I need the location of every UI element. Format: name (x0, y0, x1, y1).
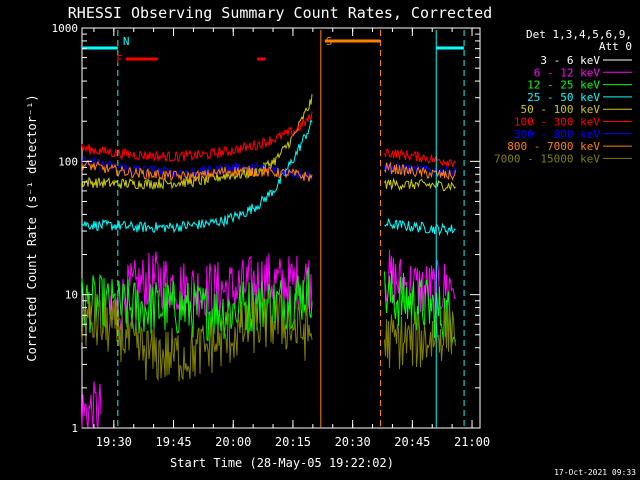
series-line-50-100-kev (384, 177, 456, 192)
event-label: N (123, 35, 130, 48)
event-layer: NSF (82, 30, 465, 428)
y-axis-label: Corrected Count Rate (s⁻¹ detector⁻¹) (25, 94, 39, 361)
legend-label: 100 - 300 keV (514, 116, 600, 129)
y-tick-label: 1000 (52, 22, 79, 35)
series-layer (81, 94, 456, 429)
x-tick-label: 20:00 (215, 435, 251, 449)
legend-label: 7000 - 15000 keV (494, 152, 600, 165)
x-tick-label: 21:00 (454, 435, 490, 449)
legend-label: 6 - 12 keV (534, 66, 601, 79)
series-line-7000-15000-kev (384, 301, 456, 370)
x-tick-label: 19:45 (155, 435, 191, 449)
x-tick-label: 19:30 (96, 435, 132, 449)
x-tick-label: 20:45 (394, 435, 430, 449)
series-line-100-300-kev (81, 111, 313, 163)
legend-label: 25 - 50 keV (527, 91, 600, 104)
x-tick-label: 20:30 (335, 435, 371, 449)
series-line-300-800-kev (81, 156, 313, 180)
legend-label: 300 - 800 keV (514, 128, 600, 141)
footer-date: 17-Oct-2021 09:33 (554, 468, 636, 477)
series-line-25-50-kev (81, 118, 313, 234)
x-axis: 19:30 19:45 20:00 20:15 20:30 20:45 21:00 (93, 28, 490, 449)
legend-label: 50 - 100 keV (521, 103, 601, 116)
series-line-12-25-kev (81, 267, 313, 342)
y-tick-label: 10 (65, 289, 78, 302)
series-line-800-7000-kev (81, 159, 313, 183)
legend-label: 800 - 7000 keV (507, 140, 600, 153)
plot-frame (81, 27, 481, 429)
series-line-6-12-kev (109, 251, 313, 330)
legend-header: Att 0 (599, 40, 632, 53)
legend-label: 3 - 6 keV (540, 54, 600, 67)
legend-label: 12 - 25 keV (527, 79, 600, 92)
series-line-50-100-kev (81, 94, 313, 191)
y-tick-label: 1 (71, 422, 78, 435)
legend-header: Det 1,3,4,5,6,9, (526, 28, 632, 41)
event-bar-label: F (116, 53, 123, 66)
series-line-6-12-kev (384, 249, 456, 318)
series-line-100-300-kev (384, 148, 456, 168)
chart-title: RHESSI Observing Summary Count Rates, Co… (68, 4, 492, 22)
x-tick-label: 20:15 (275, 435, 311, 449)
y-tick-label: 100 (58, 155, 78, 168)
series-line-25-50-kev (384, 217, 456, 237)
y-axis: 1 10 100 1000 (52, 22, 480, 435)
series-line-800-7000-kev (384, 161, 456, 181)
x-axis-label: Start Time (28-May-05 19:22:02) (170, 456, 394, 470)
series-line-7000-15000-kev (81, 292, 313, 382)
series-line-6-12-kev (81, 381, 102, 429)
